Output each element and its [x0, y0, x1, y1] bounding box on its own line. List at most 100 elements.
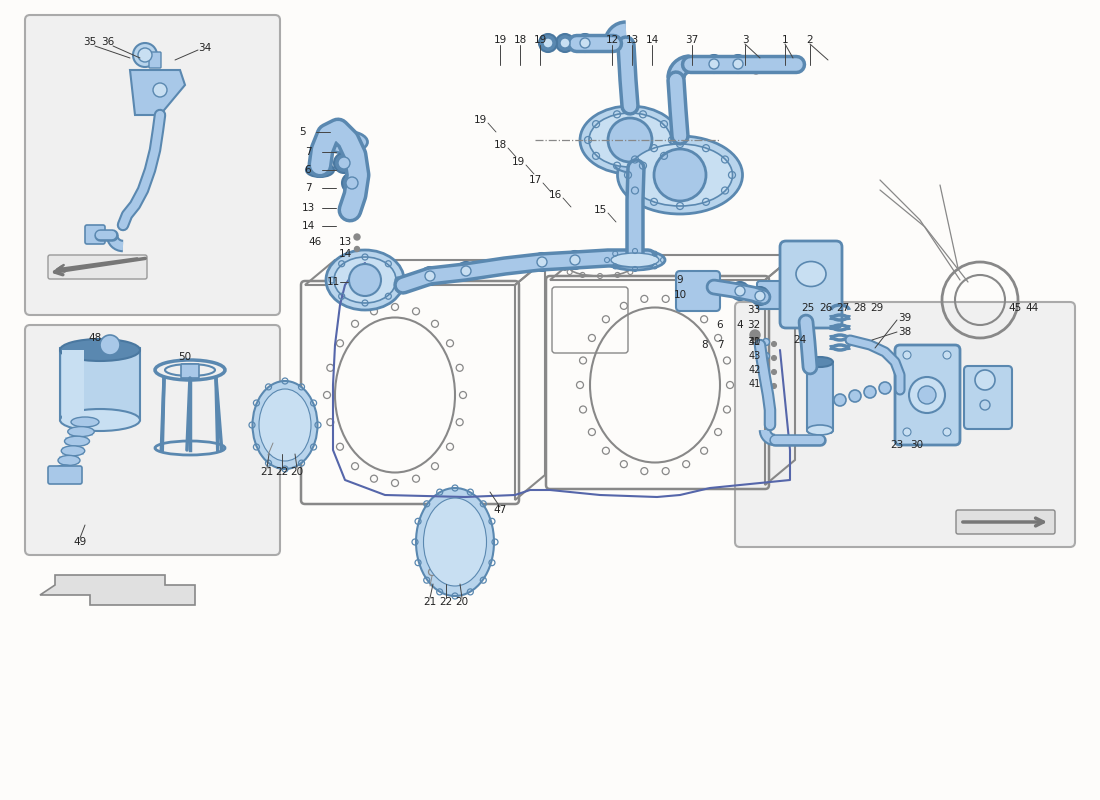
Text: 13: 13 [339, 237, 352, 247]
Text: 34: 34 [198, 43, 211, 53]
Text: 23: 23 [890, 440, 903, 450]
FancyBboxPatch shape [148, 52, 161, 68]
Text: 19: 19 [512, 157, 525, 167]
Circle shape [903, 351, 911, 359]
Text: 38: 38 [899, 327, 912, 337]
Circle shape [456, 262, 475, 280]
Text: 33: 33 [747, 305, 760, 315]
Text: 48: 48 [88, 333, 101, 343]
Circle shape [771, 370, 777, 374]
Circle shape [537, 257, 547, 267]
Text: 7: 7 [305, 183, 311, 193]
Circle shape [705, 55, 723, 73]
Ellipse shape [55, 465, 75, 475]
Text: 4: 4 [737, 320, 744, 330]
Ellipse shape [60, 409, 140, 431]
Circle shape [918, 386, 936, 404]
FancyBboxPatch shape [780, 241, 842, 328]
Ellipse shape [253, 381, 318, 469]
Circle shape [762, 353, 770, 359]
Circle shape [576, 34, 594, 52]
Circle shape [334, 153, 354, 173]
FancyBboxPatch shape [65, 437, 88, 445]
Text: 6: 6 [305, 165, 311, 175]
Ellipse shape [334, 257, 396, 303]
Circle shape [133, 43, 157, 67]
Text: 24: 24 [793, 335, 806, 345]
Ellipse shape [807, 425, 833, 435]
Circle shape [771, 342, 777, 346]
FancyBboxPatch shape [48, 255, 147, 279]
Circle shape [762, 381, 770, 387]
FancyBboxPatch shape [85, 225, 104, 244]
FancyBboxPatch shape [58, 456, 79, 464]
Circle shape [750, 330, 760, 340]
Circle shape [556, 34, 574, 52]
Text: 43: 43 [749, 351, 761, 361]
Ellipse shape [588, 113, 671, 167]
Ellipse shape [424, 498, 486, 586]
Text: 16: 16 [549, 190, 562, 200]
Text: 7: 7 [305, 147, 311, 157]
Text: 42: 42 [749, 365, 761, 375]
FancyBboxPatch shape [55, 466, 74, 474]
Ellipse shape [322, 131, 367, 153]
Circle shape [735, 286, 745, 296]
Text: 2: 2 [806, 35, 813, 45]
FancyBboxPatch shape [62, 446, 84, 454]
Ellipse shape [65, 436, 89, 446]
Circle shape [543, 38, 553, 48]
Circle shape [354, 246, 360, 251]
Ellipse shape [610, 253, 659, 267]
Text: 19: 19 [473, 115, 486, 125]
Text: 35: 35 [84, 37, 97, 47]
Circle shape [580, 38, 590, 48]
Text: 49: 49 [74, 537, 87, 547]
Ellipse shape [60, 339, 140, 361]
Text: 50: 50 [178, 352, 191, 362]
Circle shape [771, 355, 777, 361]
Ellipse shape [62, 446, 85, 456]
Circle shape [879, 382, 891, 394]
Circle shape [834, 394, 846, 406]
Circle shape [534, 253, 551, 271]
Circle shape [732, 282, 749, 300]
Circle shape [153, 83, 167, 97]
Text: 39: 39 [899, 313, 912, 323]
Circle shape [755, 291, 764, 301]
Text: 11: 11 [327, 277, 340, 287]
Circle shape [975, 370, 996, 390]
Circle shape [539, 34, 557, 52]
Text: 3: 3 [741, 35, 748, 45]
FancyBboxPatch shape [964, 366, 1012, 429]
Ellipse shape [72, 417, 99, 427]
FancyBboxPatch shape [895, 345, 960, 445]
FancyBboxPatch shape [25, 325, 280, 555]
Circle shape [560, 38, 570, 48]
Text: 22: 22 [439, 597, 452, 607]
Text: 30: 30 [911, 440, 924, 450]
Ellipse shape [617, 136, 742, 214]
Circle shape [100, 335, 120, 355]
FancyBboxPatch shape [182, 364, 199, 378]
FancyBboxPatch shape [807, 362, 833, 433]
Text: 20: 20 [290, 467, 304, 477]
Text: 45: 45 [1009, 303, 1022, 313]
Text: 9: 9 [676, 275, 683, 285]
Text: 21: 21 [261, 467, 274, 477]
Circle shape [608, 118, 652, 162]
Text: 28: 28 [854, 303, 867, 313]
Text: 18: 18 [514, 35, 527, 45]
Text: 7: 7 [717, 340, 724, 350]
Ellipse shape [605, 250, 665, 270]
Ellipse shape [615, 157, 657, 173]
Circle shape [338, 157, 350, 169]
Text: 27: 27 [836, 303, 849, 313]
Ellipse shape [807, 357, 833, 367]
Ellipse shape [796, 262, 826, 286]
Text: 25: 25 [802, 303, 815, 313]
FancyBboxPatch shape [956, 510, 1055, 534]
Text: 6: 6 [717, 320, 724, 330]
Text: 46: 46 [308, 237, 321, 247]
FancyBboxPatch shape [757, 281, 793, 309]
